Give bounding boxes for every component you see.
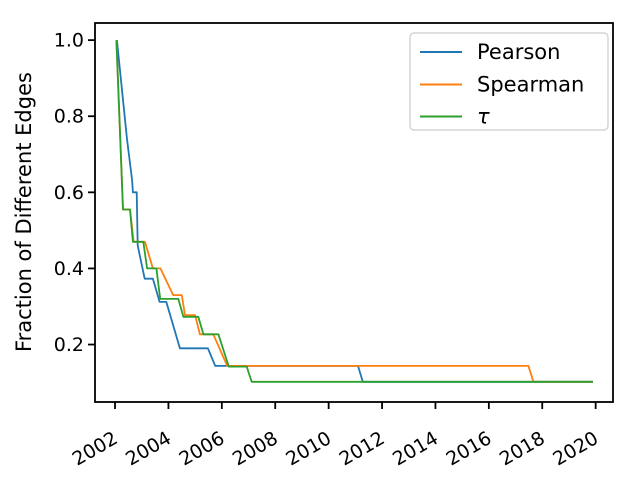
x-tick-label: 2012 xyxy=(336,427,389,470)
legend-entry: Pearson xyxy=(420,40,560,64)
y-axis-label: Fraction of Different Edges xyxy=(12,72,36,352)
y-tick-label: 0.6 xyxy=(54,182,84,204)
plot-area-border xyxy=(94,22,614,403)
y-tick-label: 0.4 xyxy=(54,258,84,280)
x-tick-label: 2014 xyxy=(389,427,442,470)
x-tick-label: 2010 xyxy=(282,427,335,470)
legend-box xyxy=(409,32,609,131)
y-tick-label: 1.0 xyxy=(54,30,84,52)
y-tick-label: 0.2 xyxy=(54,334,84,356)
x-tick-label: 2018 xyxy=(496,427,549,470)
y-tick-label: 0.8 xyxy=(54,106,84,128)
legend-entry: Spearman xyxy=(420,73,584,97)
x-tick-label: 2002 xyxy=(69,427,122,470)
legend-label: Spearman xyxy=(477,73,584,97)
x-tick-label: 2008 xyxy=(229,427,282,470)
y-axis-label-text: Fraction of Different Edges xyxy=(12,72,36,352)
legend-label: Pearson xyxy=(477,40,560,64)
legend-label: τ xyxy=(477,105,490,129)
legend-entry: τ xyxy=(420,105,490,129)
x-tick-label: 2006 xyxy=(175,427,228,470)
legend: Pearson Spearman τ xyxy=(409,32,609,131)
series-line-τ xyxy=(115,40,593,383)
x-tick-label: 2004 xyxy=(122,427,175,470)
x-tick-label: 2016 xyxy=(442,427,495,470)
x-tick-label: 2020 xyxy=(549,427,602,470)
